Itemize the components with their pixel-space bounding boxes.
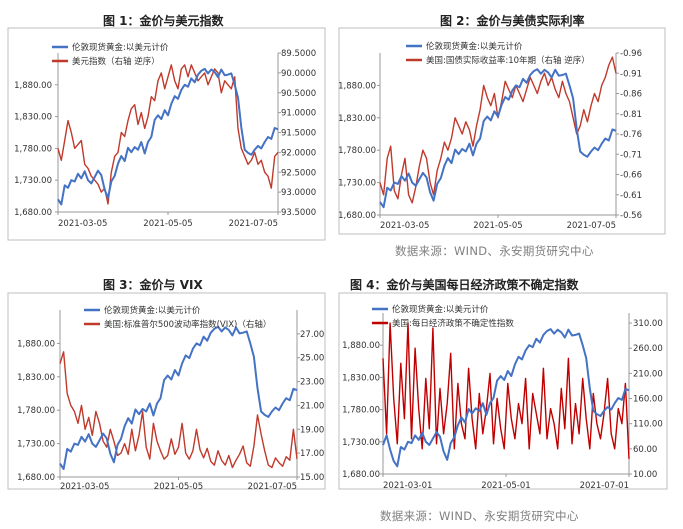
x-tick-label: 2021-05-05 [473, 221, 522, 231]
y-right-tick-label: 89.5000 [281, 49, 316, 59]
y-right-tick-label: 90.0000 [281, 69, 316, 79]
y-left-tick-label: 1,830.00 [338, 114, 376, 124]
y-left-tick-label: 1,780.00 [342, 406, 380, 416]
y-right-tick-label: 90.5000 [281, 89, 316, 99]
x-tick-label: 2021-05-05 [143, 219, 192, 229]
y-left-tick-label: 1,780.00 [338, 146, 376, 156]
y-right-tick-label: -0.71 [620, 150, 642, 160]
y-right-tick-label: -0.76 [620, 130, 642, 140]
y-right-tick-label: 91.0000 [281, 109, 316, 119]
y-right-tick-label: 23.00 [300, 378, 324, 388]
y-right-tick-label: 110.00 [633, 420, 663, 430]
y-left-tick-label: 1,730.00 [17, 440, 55, 450]
legend-label: 伦敦现货黄金:以美元计价 [104, 305, 201, 316]
y-right-tick-label: 160.00 [633, 395, 663, 405]
y-right-tick-label: -0.96 [620, 49, 642, 59]
y-right-tick-label: -0.81 [620, 110, 642, 120]
y-right-tick-label: 60.00 [633, 445, 657, 455]
y-right-tick-label: 260.00 [633, 344, 663, 354]
series-line-secondary [382, 322, 630, 459]
x-tick-label: 2021-03-01 [383, 481, 432, 491]
y-left-tick-label: 1,680.00 [342, 470, 380, 480]
y-right-tick-label: 15.00 [300, 473, 324, 483]
series-line-secondary [57, 64, 279, 205]
y-left-tick-label: 1,830.00 [342, 373, 380, 383]
y-right-tick-label: 93.5000 [281, 208, 316, 218]
legend-label: 美国:标准普尔500波动率指数(VIX)（右轴） [104, 319, 271, 330]
x-tick-label: 2021-03-05 [60, 482, 109, 492]
series-line-gold [382, 328, 630, 468]
source-note-2: 数据来源：WIND、永安期货研究中心 [380, 509, 579, 523]
legend-label: 伦敦现货黄金:以美元计价 [426, 41, 523, 52]
chart-1-frame [7, 27, 326, 241]
chart-3-frame [7, 292, 326, 490]
x-tick-label: 2021-07-05 [229, 219, 278, 229]
x-tick-label: 2021-05-05 [154, 482, 203, 492]
y-left-tick-label: 1,730.00 [14, 176, 52, 186]
x-tick-label: 2021-03-05 [58, 219, 107, 229]
legend-label: 伦敦现货黄金:以美元计价 [72, 42, 169, 53]
y-left-tick-label: 1,880.00 [342, 341, 380, 351]
y-left-tick-label: 1,680.00 [17, 473, 55, 483]
y-right-tick-label: 10.00 [633, 470, 657, 480]
source-note-1: 数据来源：WIND、永安期货研究中心 [395, 244, 594, 258]
y-right-tick-label: -0.56 [620, 211, 642, 221]
y-right-tick-label: 27.00 [300, 330, 324, 340]
series-line-gold [57, 67, 279, 206]
y-right-tick-label: 17.00 [300, 449, 324, 459]
y-right-tick-label: 210.00 [633, 369, 663, 379]
legend-label: 美国:每日经济政策不确定性指数 [392, 318, 514, 329]
y-right-tick-label: 21.00 [300, 401, 324, 411]
x-tick-label: 2021-03-05 [380, 221, 429, 231]
y-left-tick-label: 1,880.00 [14, 81, 52, 91]
chart-4-frame [338, 292, 668, 490]
legend-label: 伦敦现货黄金:以美元计价 [392, 304, 489, 315]
y-left-tick-label: 1,880.00 [338, 81, 376, 91]
chart-1-title: 图 1：金价与美元指数 [103, 14, 224, 28]
y-right-tick-label: 91.5000 [281, 129, 316, 139]
y-left-tick-label: 1,780.00 [17, 406, 55, 416]
y-right-tick-label: 19.00 [300, 425, 324, 435]
legend-label: 美国:国债实际收益率:10年期（右轴 逆序） [426, 55, 590, 66]
chart-2-title: 图 2：金价与美债实际利率 [440, 14, 585, 28]
chart-3-title: 图 3：金价与 VIX [103, 278, 203, 292]
series-line-gold [59, 325, 298, 470]
x-tick-label: 2021-07-05 [567, 221, 616, 231]
chart-4: 1,680.00 1,730.00 1,780.00 1,830.00 1,880.00… [338, 292, 668, 491]
series-line-gold [379, 68, 617, 209]
chart-2: 1,680.00 1,730.00 1,780.00 1,830.00 1,880.00… [338, 27, 666, 235]
y-right-tick-label: 310.00 [633, 319, 663, 329]
y-left-tick-label: 1,830.00 [17, 373, 55, 383]
y-left-tick-label: 1,880.00 [17, 339, 55, 349]
y-left-tick-label: 1,730.00 [342, 438, 380, 448]
y-right-tick-label: 92.5000 [281, 168, 316, 178]
x-tick-label: 2021-07-01 [580, 481, 629, 491]
y-right-tick-label: -0.86 [620, 90, 642, 100]
y-left-tick-label: 1,730.00 [338, 179, 376, 189]
y-right-tick-label: -0.91 [620, 69, 642, 79]
y-right-tick-label: -0.66 [620, 171, 642, 181]
y-left-tick-label: 1,780.00 [14, 144, 52, 154]
y-right-tick-label: 92.0000 [281, 148, 316, 158]
x-tick-label: 2021-05-01 [481, 481, 530, 491]
legend-label: 美元指数（右轴 逆序） [72, 56, 160, 67]
y-right-tick-label: 25.00 [300, 354, 324, 364]
y-left-tick-label: 1,830.00 [14, 113, 52, 123]
series-line-secondary [59, 351, 298, 469]
chart-4-title: 图 4：金价与美国每日经济政策不确定指数 [350, 278, 579, 292]
chart-3: 1,680.00 1,730.00 1,780.00 1,830.00 1,880.00… [7, 292, 326, 492]
x-tick-label: 2021-07-05 [248, 482, 297, 492]
series-line-secondary [379, 56, 617, 204]
chart-2-frame [338, 27, 666, 235]
chart-1: 1,680.00 1,730.00 1,780.00 1,830.00 1,880.00… [7, 27, 326, 241]
y-left-tick-label: 1,680.00 [338, 211, 376, 221]
y-left-tick-label: 1,680.00 [14, 208, 52, 218]
y-right-tick-label: 93.0000 [281, 188, 316, 198]
y-right-tick-label: -0.61 [620, 191, 642, 201]
